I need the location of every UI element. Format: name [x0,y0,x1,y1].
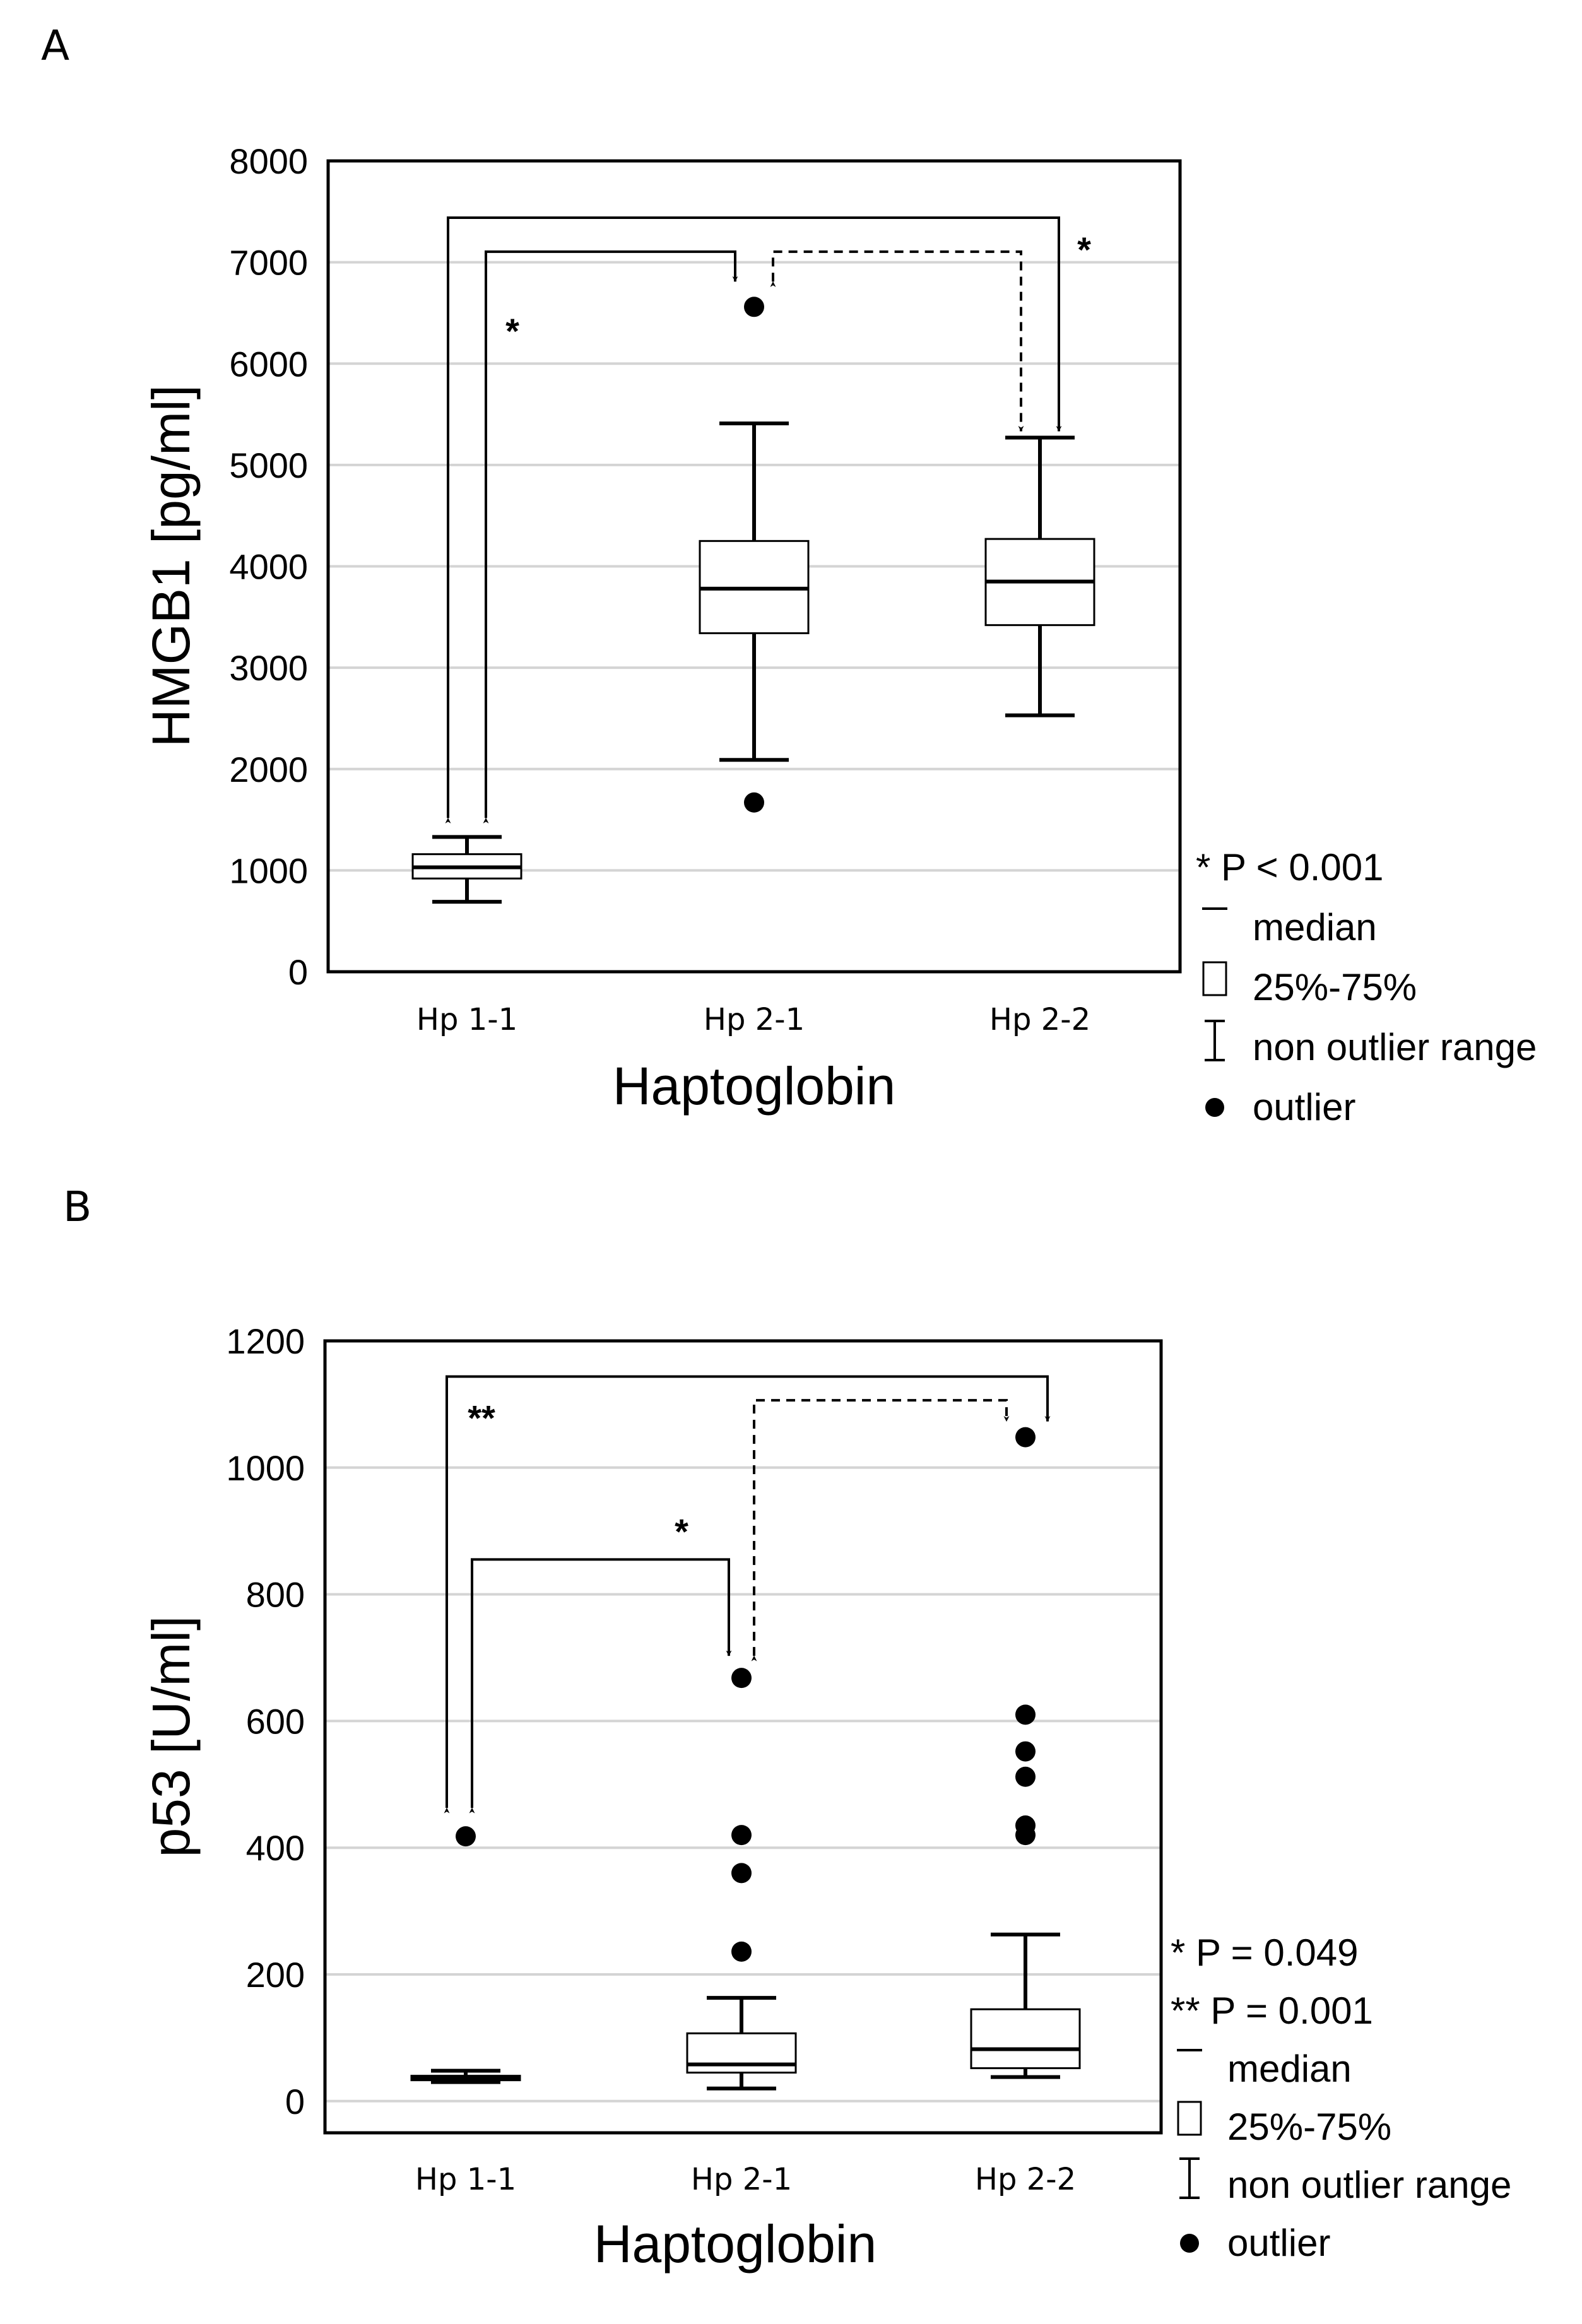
x-tick-label: Hp 2-2 [989,1002,1090,1037]
outlier-point [744,297,764,317]
y-tick-label: 4000 [229,547,308,587]
plot-frame-b [323,1339,1163,2135]
legend-a: * P < 0.001 median 25%-75% non outlier rang… [1196,846,1537,1128]
y-axis-title-a: HMGB1 [pg/ml] [141,385,201,747]
legend-b: * P = 0.049 ** P = 0.001 median 25%-75% non … [1171,1932,1511,2264]
outlier-point [731,1668,752,1689]
outlier-point [1015,1815,1036,1836]
x-axis-title-a: Haptoglobin [613,1056,895,1116]
y-tick-label: 8000 [229,141,308,181]
x-ticks-a: Hp 1-1 Hp 2-1 Hp 2-2 [416,1002,1090,1037]
boxplot-hp-2-1 [699,297,810,813]
legend-box-symbol [1177,2101,1202,2136]
legend-significance-text: ** P = 0.001 [1171,1990,1373,2032]
x-tick-label: Hp 1-1 [416,1002,517,1037]
boxplot-hp-1-1 [410,1826,521,2084]
boxplot-hp-2-1 [686,1668,797,2091]
panel-label-a: A [41,21,69,70]
legend-text: median [1253,906,1377,948]
y-axis-title-b: p53 [U/ml] [141,1616,201,1858]
legend-text: median [1227,2048,1352,2090]
y-tick-label: 600 [246,1701,305,1741]
outlier-point [1015,1766,1036,1787]
boxplot-hp-1-1 [411,835,522,904]
legend-text: outlier [1253,1086,1355,1128]
y-tick-label: 0 [288,952,308,992]
legend-text: non outlier range [1253,1026,1537,1068]
outlier-point [744,792,764,813]
significance-bracket-hp11-hp21 [483,250,738,823]
legend-significance-text: * P < 0.001 [1196,846,1383,888]
legend-text: 25%-75% [1253,966,1417,1008]
legend-outlier-symbol [1205,1098,1224,1117]
outlier-point [456,1826,476,1847]
y-tick-label: 5000 [229,445,308,485]
x-ticks-b: Hp 1-1 Hp 2-1 Hp 2-2 [415,2162,1076,2197]
legend-outlier-symbol [1180,2234,1199,2253]
panel-label-b: B [63,1183,91,1231]
dashed-bracket-hp21-hp22 [770,250,1024,432]
boxplots-b [410,1427,1081,2091]
legend-text: 25%-75% [1227,2106,1391,2148]
plot-frame-a [326,159,1182,974]
x-tick-label: Hp 2-1 [691,2162,792,2197]
outlier-point [731,1825,752,1846]
legend-significance-text: * P = 0.049 [1171,1932,1358,1974]
significance-bracket-hp11-hp22 [445,216,1062,823]
y-ticks-a: 0 1000 2000 3000 4000 5000 6000 7000 8000 [229,141,308,992]
boxplot-hp-2-2 [984,435,1095,717]
outlier-point [1015,1704,1036,1725]
significance-label: * [505,311,519,351]
outlier-point [731,1941,752,1962]
significance-label: ** [468,1398,495,1437]
significance-bracket-hp11-hp22 [444,1375,1051,1814]
y-tick-label: 0 [285,2082,305,2121]
x-tick-label: Hp 2-2 [975,2162,1076,2197]
boxplot-hp-2-2 [970,1427,1081,2079]
iqr-box [686,2032,797,2074]
significance-brackets-a: ** [445,216,1091,823]
dashed-bracket-hp21-hp22 [751,1399,1010,1661]
y-tick-label: 3000 [229,648,308,688]
y-tick-label: 400 [246,1828,305,1868]
y-tick-label: 6000 [229,344,308,384]
boxplots-a [411,297,1095,904]
y-tick-label: 200 [246,1955,305,1995]
y-ticks-b: 0 200 400 600 800 1000 1200 [226,1321,305,2121]
significance-label: * [675,1511,688,1551]
outlier-point [731,1863,752,1884]
iqr-box [970,2008,1081,2070]
y-tick-label: 7000 [229,243,308,283]
y-tick-label: 800 [246,1575,305,1615]
y-tick-label: 2000 [229,750,308,789]
x-axis-title-b: Haptoglobin [594,2214,877,2274]
y-tick-label: 1200 [226,1321,305,1361]
legend-box-symbol [1202,961,1227,996]
y-tick-label: 1000 [229,851,308,890]
outlier-point [1015,1427,1036,1448]
x-tick-label: Hp 2-1 [704,1002,805,1037]
significance-bracket-hp11-hp21 [469,1558,732,1814]
y-tick-label: 1000 [226,1448,305,1488]
significance-label: * [1077,230,1091,269]
x-tick-label: Hp 1-1 [415,2162,516,2197]
legend-text: outlier [1227,2222,1330,2264]
legend-text: non outlier range [1227,2164,1511,2206]
significance-brackets-b: *** [444,1375,1051,1814]
outlier-point [1015,1741,1036,1762]
